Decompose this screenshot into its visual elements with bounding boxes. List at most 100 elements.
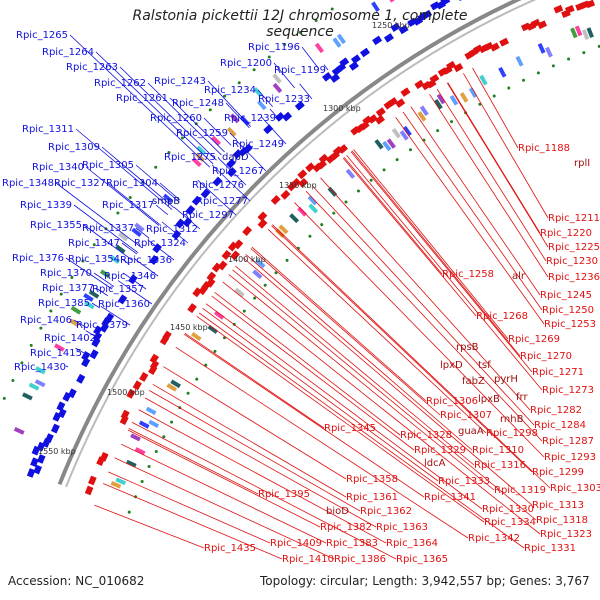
annotation-band xyxy=(449,94,459,106)
forward-gene xyxy=(263,124,274,135)
annotation-band xyxy=(272,82,283,94)
gene-label: Rpic_1225 xyxy=(548,242,600,253)
annotation-band xyxy=(125,459,137,468)
gene-name-label: bioD xyxy=(326,506,349,517)
leader-line xyxy=(135,227,150,239)
gene-label: Rpic_1347 xyxy=(68,238,120,249)
leader-line xyxy=(69,34,211,168)
reverse-gene xyxy=(192,287,202,298)
reverse-gene xyxy=(88,475,97,486)
gene-label: Rpic_1267 xyxy=(212,166,264,177)
gene-label: Rpic_1265 xyxy=(16,30,68,41)
leader-line xyxy=(402,111,543,311)
leader-line xyxy=(147,82,222,156)
tick-dot xyxy=(267,55,271,59)
forward-gene xyxy=(359,47,370,58)
tick-dot xyxy=(29,343,33,347)
gene-label: Rpic_1370 xyxy=(40,268,92,279)
forward-gene xyxy=(322,72,333,82)
reverse-gene xyxy=(84,485,94,496)
gene-label: Rpic_1317 xyxy=(102,200,154,211)
leader-line xyxy=(85,330,99,339)
gene-name-label: frr xyxy=(516,392,528,403)
gene-label: Rpic_1313 xyxy=(532,500,584,511)
annotation-band xyxy=(307,195,318,206)
leader-line xyxy=(294,202,545,458)
forward-gene xyxy=(330,73,341,83)
reverse-gene xyxy=(374,115,385,125)
gene-label: Rpic_1365 xyxy=(396,554,448,565)
leader-line xyxy=(85,166,160,226)
tick-dot xyxy=(242,309,246,313)
gene-name-label: lpxB xyxy=(478,394,500,405)
leader-line xyxy=(121,258,130,265)
gene-label: Rpic_1199 xyxy=(274,65,326,76)
scale-label: 1350 kbp xyxy=(279,181,317,190)
forward-gene xyxy=(457,0,467,2)
annotation-band xyxy=(34,379,46,388)
gene-label: Rpic_1299 xyxy=(532,467,584,478)
topology-text: Topology: circular; Length: 3,942,557 bp… xyxy=(260,574,590,588)
forward-gene xyxy=(185,205,196,216)
tick-dot xyxy=(285,258,289,262)
reverse-gene xyxy=(489,42,500,52)
leader-line xyxy=(217,156,220,159)
tick-dot xyxy=(162,435,166,439)
forward-gene xyxy=(398,24,409,35)
leader-line xyxy=(320,177,531,411)
gene-label: Rpic_1383 xyxy=(326,538,378,549)
tick-dot xyxy=(167,150,171,154)
leader-line xyxy=(323,64,329,71)
leader-line xyxy=(305,190,543,442)
annotation-band xyxy=(468,87,478,99)
gene-label: Rpic_1341 xyxy=(424,492,476,503)
gene-label: Rpic_1337 xyxy=(82,223,134,234)
leader-line xyxy=(250,248,441,416)
leader-line xyxy=(235,140,267,172)
forward-gene xyxy=(348,61,359,71)
gene-label: Rpic_1293 xyxy=(544,452,596,463)
leader-line xyxy=(225,102,250,129)
tick-dot xyxy=(2,396,6,400)
forward-gene xyxy=(350,54,361,64)
annotation-band xyxy=(162,193,174,204)
gene-label: Rpic_1273 xyxy=(542,385,594,396)
gene-label: Rpic_1243 xyxy=(154,76,206,87)
annotation-band xyxy=(252,269,263,280)
annotation-band xyxy=(148,419,160,428)
reverse-gene xyxy=(205,277,216,288)
leader-line xyxy=(410,106,541,296)
leader-line xyxy=(144,397,377,528)
leader-line xyxy=(133,257,159,277)
annotation-band xyxy=(297,206,308,217)
leader-line xyxy=(343,157,443,275)
gene-label: Rpic_1358 xyxy=(346,474,398,485)
gene-label: Rpic_1306 xyxy=(426,396,478,407)
gene-label: Rpic_1271 xyxy=(532,367,584,378)
leader-line xyxy=(269,108,279,119)
backbone-outer xyxy=(57,0,522,486)
gene-label: Rpic_1220 xyxy=(540,228,592,239)
annotation-band xyxy=(336,33,346,45)
forward-gene xyxy=(81,357,91,368)
gene-label: Rpic_1260 xyxy=(150,113,202,124)
forward-gene xyxy=(339,57,350,67)
leader-line xyxy=(93,272,115,287)
tick-dot xyxy=(59,292,63,296)
gene-label: Rpic_1277 xyxy=(196,196,248,207)
gene-label: Rpic_1310 xyxy=(472,445,524,456)
scale-label: 1250 kbp xyxy=(372,21,410,30)
annotation-band xyxy=(138,420,150,429)
leader-line xyxy=(436,88,547,262)
leader-line xyxy=(131,421,397,560)
tick-dot xyxy=(253,296,257,300)
leader-line xyxy=(161,221,189,244)
forward-gene xyxy=(152,243,162,254)
tick-dot xyxy=(395,158,399,162)
annotation-band xyxy=(417,111,427,122)
leader-line xyxy=(123,272,147,290)
forward-gene xyxy=(191,195,202,206)
annotation-band xyxy=(402,125,412,137)
leader-line xyxy=(128,428,259,495)
leader-line xyxy=(353,149,509,340)
